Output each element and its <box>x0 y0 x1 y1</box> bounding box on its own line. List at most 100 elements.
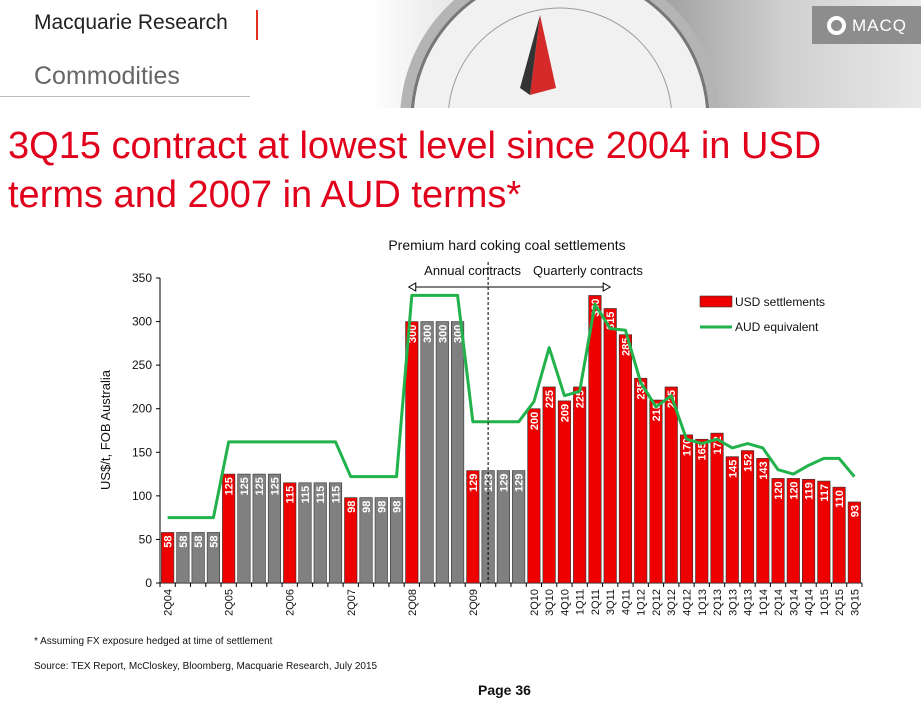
bar-value-label: 58 <box>193 535 205 547</box>
bar <box>664 386 678 584</box>
bar <box>466 470 480 584</box>
y-tick-label: 350 <box>132 271 152 285</box>
bar <box>313 482 327 584</box>
x-tick-label: 4Q12 <box>682 589 694 616</box>
bar-value-label: 98 <box>392 501 404 513</box>
x-tick-label: 4Q10 <box>559 589 571 616</box>
bar-value-label: 98 <box>346 501 358 513</box>
legend-usd-swatch <box>699 295 733 308</box>
bar-value-label: 209 <box>559 404 571 422</box>
bar-value-label: 143 <box>758 461 770 479</box>
bar-value-label: 110 <box>834 490 846 508</box>
x-tick-label: 1Q15 <box>819 589 831 616</box>
bar <box>786 478 800 584</box>
legend-usd-label: USD settlements <box>735 295 825 309</box>
chart-title: Premium hard coking coal settlements <box>388 237 625 253</box>
bar-value-label: 115 <box>285 486 297 504</box>
header-banner: Macquarie Research Commodities MACQ <box>0 0 921 108</box>
bar <box>267 473 282 584</box>
bar <box>298 482 312 584</box>
section-underline <box>0 96 250 97</box>
bar <box>344 497 358 584</box>
bar-value-label: 125 <box>239 477 251 495</box>
bar <box>817 480 831 584</box>
bar <box>206 532 220 584</box>
bar <box>512 470 526 584</box>
page-title: 3Q15 contract at lowest level since 2004… <box>8 125 822 216</box>
bar-value-label: 115 <box>300 486 312 504</box>
x-tick-label: 2Q14 <box>773 589 785 616</box>
x-tick-label: 2Q09 <box>468 589 480 616</box>
bar-value-label: 117 <box>819 484 831 502</box>
x-tick-label: 2Q12 <box>651 589 663 616</box>
x-tick-label: 3Q12 <box>666 589 678 616</box>
bar <box>161 532 175 584</box>
x-tick-label: 2Q08 <box>407 589 419 616</box>
bar-value-label: 119 <box>804 482 816 500</box>
legend-aud-label: AUD equivalent <box>735 320 819 334</box>
bar <box>328 482 343 584</box>
y-axis-label: US$/t, FOB Australia <box>98 369 113 490</box>
page-number: Page 36 <box>478 682 531 698</box>
bar <box>451 321 465 584</box>
x-tick-label: 2Q06 <box>285 589 297 616</box>
x-tick-label: 3Q14 <box>788 589 800 616</box>
macquarie-logo: MACQ <box>812 6 921 44</box>
bar <box>847 501 861 584</box>
bar-value-label: 235 <box>636 381 648 399</box>
bar <box>496 470 510 584</box>
bar-value-label: 98 <box>376 501 388 513</box>
section-title: Commodities <box>34 62 180 90</box>
source-note: Source: TEX Report, McCloskey, Bloomberg… <box>34 661 378 672</box>
x-tick-label: 3Q10 <box>544 589 556 616</box>
y-tick-label: 300 <box>132 315 152 329</box>
bar-value-label: 129 <box>483 474 495 492</box>
bar-value-label: 200 <box>529 412 541 430</box>
annual-contracts-label: Annual contracts <box>424 263 521 278</box>
y-tick-label: 0 <box>145 576 152 590</box>
x-tick-label: 2Q13 <box>712 589 724 616</box>
bar <box>542 386 556 584</box>
bar <box>191 532 205 584</box>
bar <box>618 334 633 584</box>
y-tick-label: 250 <box>132 358 152 372</box>
bar <box>649 399 663 584</box>
x-tick-label: 1Q14 <box>758 589 770 616</box>
bar-value-label: 125 <box>254 477 266 495</box>
y-tick-label: 50 <box>139 532 153 546</box>
bar <box>389 497 404 584</box>
logo-text: MACQ <box>852 16 907 35</box>
footnote: * Assuming FX exposure hedged at time of… <box>34 636 273 647</box>
bar <box>603 308 617 584</box>
logo-circle-icon <box>827 16 846 35</box>
bar <box>420 321 434 584</box>
bar <box>802 478 816 584</box>
x-tick-label: 2Q10 <box>529 589 541 616</box>
bar-value-label: 125 <box>269 477 281 495</box>
bar <box>252 473 266 584</box>
bar <box>283 482 297 584</box>
annual-arrow-head <box>407 282 417 292</box>
bar-value-label: 225 <box>575 390 587 408</box>
bar <box>573 386 587 584</box>
y-tick-label: 100 <box>132 489 152 503</box>
bar-value-label: 152 <box>743 454 755 472</box>
bar-value-label: 115 <box>331 486 343 504</box>
bar-value-label: 165 <box>697 442 709 460</box>
bar-value-label: 58 <box>178 535 190 547</box>
bar-value-label: 300 <box>437 325 449 343</box>
bar-value-label: 125 <box>224 477 236 495</box>
brand-divider <box>256 10 258 40</box>
x-tick-label: 3Q11 <box>605 589 617 615</box>
bar <box>557 400 571 584</box>
bar-value-label: 120 <box>788 481 800 499</box>
bar <box>527 408 541 584</box>
quarterly-arrow-head <box>602 282 612 292</box>
x-tick-label: 2Q15 <box>834 589 846 616</box>
bar <box>740 450 755 584</box>
bar <box>695 438 709 584</box>
x-tick-label: 2Q04 <box>163 589 175 616</box>
bar-value-label: 58 <box>163 535 175 547</box>
